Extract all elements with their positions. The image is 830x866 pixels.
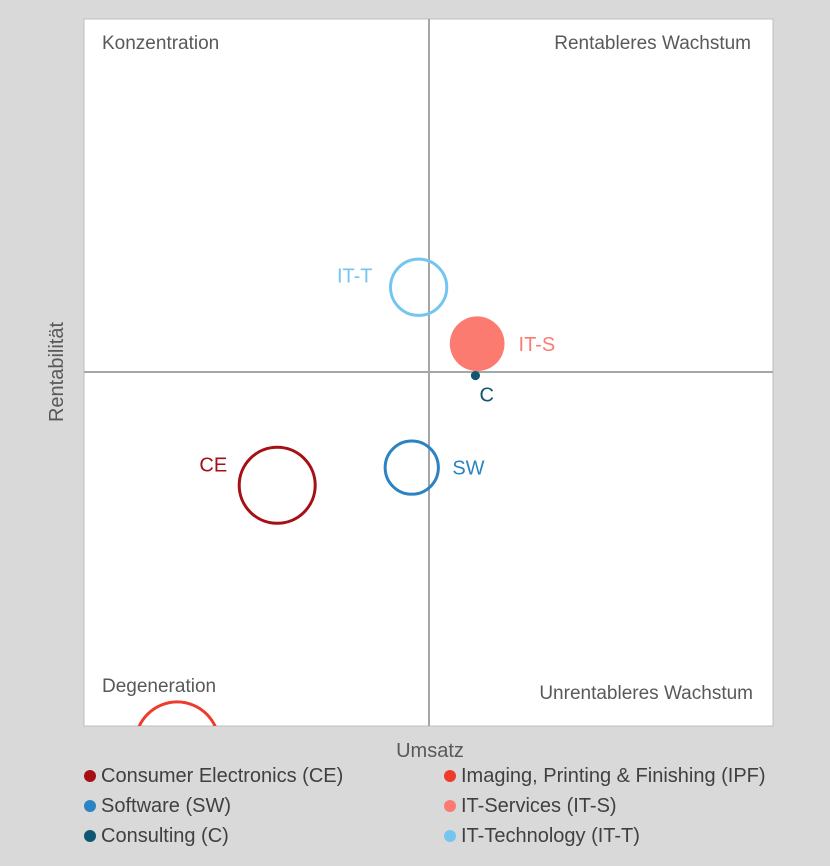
bubble-label-it-t: IT-T bbox=[337, 265, 373, 287]
legend-dot-icon bbox=[84, 770, 96, 782]
bubble-it-s bbox=[449, 316, 505, 372]
y-axis-label: Rentabilität bbox=[46, 322, 68, 423]
quadrant-label-top-right: Rentableres Wachstum bbox=[554, 33, 751, 54]
legend-label: IT-Services (IT-S) bbox=[461, 794, 617, 817]
legend-label: Software (SW) bbox=[101, 794, 232, 817]
legend-dot-icon bbox=[84, 800, 96, 812]
legend-item: IT-Services (IT-S) bbox=[444, 794, 824, 818]
legend-label: Consumer Electronics (CE) bbox=[101, 764, 344, 787]
bubble-label-it-s: IT-S bbox=[519, 334, 556, 356]
x-axis-label: Umsatz bbox=[396, 740, 464, 762]
bubble-sw bbox=[383, 439, 440, 496]
legend-label: IT-Technology (IT-T) bbox=[461, 824, 640, 847]
legend-dot-icon bbox=[444, 830, 456, 842]
bubble-label-sw: SW bbox=[452, 458, 484, 480]
legend-item: Imaging, Printing & Finishing (IPF) bbox=[444, 764, 824, 788]
legend: Consumer Electronics (CE) Imaging, Printi… bbox=[84, 764, 824, 848]
legend-dot-icon bbox=[84, 830, 96, 842]
legend-item: IT-Technology (IT-T) bbox=[444, 824, 824, 848]
legend-item: Consumer Electronics (CE) bbox=[84, 764, 444, 788]
legend-item: Consulting (C) bbox=[84, 824, 444, 848]
bubble-series-1 bbox=[137, 700, 217, 726]
legend-label: Imaging, Printing & Finishing (IPF) bbox=[461, 764, 766, 787]
bubble-it-t bbox=[389, 257, 449, 317]
legend-dot-icon bbox=[444, 800, 456, 812]
quadrant-label-bottom-right: Unrentableres Wachstum bbox=[539, 683, 753, 704]
bubble-label-c: C bbox=[479, 385, 493, 407]
quadrant-label-top-left: Konzentration bbox=[102, 33, 219, 54]
bubble-label-ce: CE bbox=[199, 454, 227, 476]
bubble-ce bbox=[237, 445, 317, 525]
legend-dot-icon bbox=[444, 770, 456, 782]
legend-label: Consulting (C) bbox=[101, 824, 229, 847]
bubble-c bbox=[470, 370, 480, 381]
quadrant-label-bottom-left: Degeneration bbox=[102, 676, 216, 697]
legend-item: Software (SW) bbox=[84, 794, 444, 818]
